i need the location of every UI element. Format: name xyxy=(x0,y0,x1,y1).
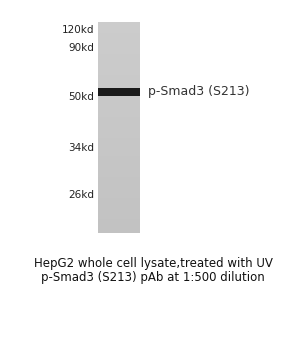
Text: p-Smad3 (S213): p-Smad3 (S213) xyxy=(148,84,249,97)
Bar xyxy=(98,27,140,31)
Bar xyxy=(98,216,140,220)
Bar xyxy=(98,138,140,141)
Bar xyxy=(98,69,140,72)
Text: p-Smad3 (S213) pAb at 1:500 dilution: p-Smad3 (S213) pAb at 1:500 dilution xyxy=(41,272,265,284)
Bar xyxy=(98,87,140,91)
Text: HepG2 whole cell lysate,treated with UV: HepG2 whole cell lysate,treated with UV xyxy=(34,257,272,270)
Bar xyxy=(98,193,140,196)
Bar xyxy=(98,169,140,172)
Bar xyxy=(98,25,140,28)
Bar xyxy=(98,30,140,33)
Bar xyxy=(98,35,140,38)
Bar xyxy=(98,88,140,96)
Bar xyxy=(98,109,140,112)
Bar xyxy=(98,33,140,36)
Bar xyxy=(98,130,140,133)
Bar xyxy=(98,48,140,51)
Text: 90kd: 90kd xyxy=(68,43,94,53)
Bar xyxy=(98,227,140,230)
Bar xyxy=(98,153,140,156)
Bar xyxy=(98,206,140,209)
Bar xyxy=(98,127,140,130)
Bar xyxy=(98,119,140,122)
Bar xyxy=(98,156,140,159)
Text: 120kd: 120kd xyxy=(62,25,94,35)
Bar xyxy=(98,114,140,117)
Bar xyxy=(98,201,140,204)
Bar xyxy=(98,132,140,135)
Bar xyxy=(98,179,140,182)
Bar xyxy=(98,56,140,59)
Bar xyxy=(98,195,140,198)
Bar xyxy=(98,74,140,78)
Bar xyxy=(98,82,140,85)
Bar xyxy=(98,90,140,93)
Bar xyxy=(98,22,140,25)
Bar xyxy=(98,125,140,128)
Bar xyxy=(98,222,140,225)
Bar xyxy=(98,106,140,109)
Bar xyxy=(98,72,140,75)
Text: 50kd: 50kd xyxy=(68,92,94,102)
Bar xyxy=(98,38,140,41)
Bar xyxy=(98,51,140,54)
Bar xyxy=(98,54,140,57)
Bar xyxy=(98,190,140,193)
Bar xyxy=(98,85,140,88)
Bar xyxy=(98,177,140,180)
Bar xyxy=(98,211,140,214)
Bar xyxy=(98,182,140,185)
Bar xyxy=(98,46,140,49)
Bar xyxy=(98,40,140,44)
Bar xyxy=(98,111,140,114)
Bar xyxy=(98,43,140,46)
Bar xyxy=(98,98,140,101)
Bar xyxy=(98,93,140,96)
Bar xyxy=(98,214,140,217)
Text: 26kd: 26kd xyxy=(68,190,94,200)
Bar xyxy=(98,172,140,175)
Bar xyxy=(98,67,140,70)
Bar xyxy=(98,187,140,190)
Bar xyxy=(98,164,140,167)
Bar xyxy=(98,219,140,222)
Bar xyxy=(98,61,140,64)
Bar xyxy=(98,122,140,125)
Bar xyxy=(98,174,140,177)
Bar xyxy=(98,161,140,164)
Bar xyxy=(98,143,140,146)
Bar xyxy=(98,101,140,104)
Bar xyxy=(98,151,140,154)
Bar xyxy=(98,64,140,67)
Text: 34kd: 34kd xyxy=(68,143,94,153)
Bar xyxy=(98,209,140,212)
Bar xyxy=(98,229,140,233)
Bar xyxy=(98,145,140,149)
Bar xyxy=(98,166,140,169)
Bar xyxy=(98,117,140,120)
Bar xyxy=(98,185,140,188)
Bar xyxy=(98,135,140,138)
Bar xyxy=(98,224,140,227)
Bar xyxy=(98,198,140,201)
Bar xyxy=(98,95,140,99)
Bar xyxy=(98,77,140,80)
Bar xyxy=(98,203,140,206)
Bar xyxy=(98,158,140,162)
Bar xyxy=(98,103,140,106)
Bar xyxy=(98,80,140,83)
Bar xyxy=(98,59,140,62)
Bar xyxy=(98,140,140,143)
Bar xyxy=(98,148,140,151)
